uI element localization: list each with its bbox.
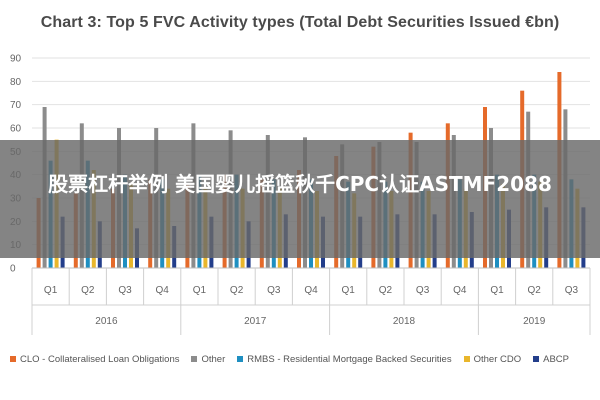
year-label: 2018 bbox=[393, 316, 416, 327]
legend-swatch bbox=[464, 356, 470, 362]
y-tick-label: 70 bbox=[10, 100, 22, 111]
legend-item: Other bbox=[191, 351, 225, 367]
legend-swatch bbox=[191, 356, 197, 362]
legend-label: RMBS - Residential Mortgage Backed Secur… bbox=[247, 354, 451, 365]
legend-label: CLO - Collateralised Loan Obligations bbox=[20, 354, 179, 365]
legend-label: Other CDO bbox=[474, 354, 522, 365]
x-tick-label: Q3 bbox=[118, 285, 132, 296]
y-tick-label: 80 bbox=[10, 77, 22, 88]
x-tick-label: Q1 bbox=[193, 285, 207, 296]
y-tick-label: 60 bbox=[10, 124, 22, 135]
legend-swatch bbox=[237, 356, 243, 362]
legend-item: ABCP bbox=[533, 351, 569, 367]
legend-item: CLO - Collateralised Loan Obligations bbox=[10, 351, 179, 367]
x-tick-label: Q2 bbox=[230, 285, 244, 296]
watermark-overlay bbox=[0, 140, 600, 258]
legend-label: Other bbox=[201, 354, 225, 365]
x-tick-label: Q1 bbox=[44, 285, 58, 296]
y-tick-label: 90 bbox=[10, 54, 22, 65]
legend-swatch bbox=[533, 356, 539, 362]
x-tick-label: Q3 bbox=[565, 285, 579, 296]
x-tick-label: Q2 bbox=[528, 285, 542, 296]
year-label: 2019 bbox=[523, 316, 546, 327]
year-label: 2017 bbox=[244, 316, 267, 327]
year-label: 2016 bbox=[95, 316, 118, 327]
x-tick-label: Q1 bbox=[490, 285, 504, 296]
x-tick-label: Q4 bbox=[453, 285, 467, 296]
legend-label: ABCP bbox=[543, 354, 569, 365]
legend-item: Other CDO bbox=[464, 351, 522, 367]
y-tick-label: 0 bbox=[10, 264, 16, 275]
x-tick-label: Q3 bbox=[416, 285, 430, 296]
x-tick-label: Q3 bbox=[267, 285, 281, 296]
overlay-text: 股票杠杆举例 美国婴儿摇篮秋千CPC认证ASTMF2088 bbox=[8, 169, 592, 199]
legend-item: RMBS - Residential Mortgage Backed Secur… bbox=[237, 351, 451, 367]
chart-legend: CLO - Collateralised Loan Obligations Oth… bbox=[10, 351, 590, 367]
x-tick-label: Q4 bbox=[156, 285, 170, 296]
x-tick-label: Q1 bbox=[342, 285, 356, 296]
x-tick-label: Q2 bbox=[81, 285, 95, 296]
legend-swatch bbox=[10, 356, 16, 362]
x-tick-label: Q4 bbox=[304, 285, 318, 296]
x-tick-label: Q2 bbox=[379, 285, 393, 296]
